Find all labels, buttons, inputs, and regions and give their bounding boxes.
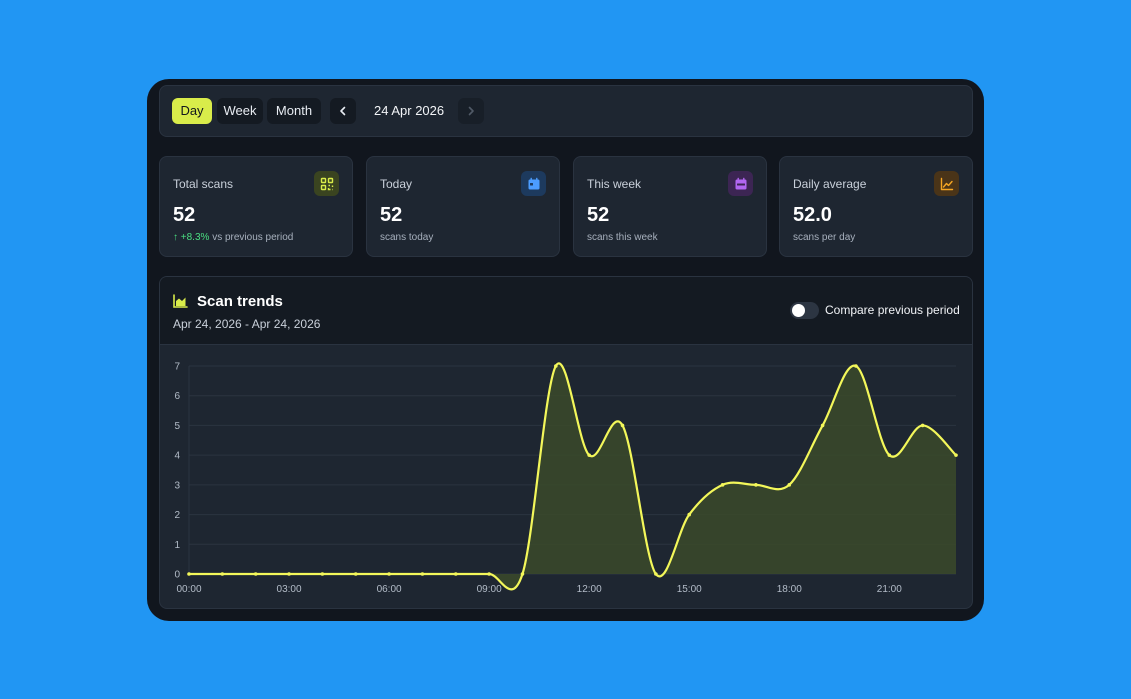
period-toolbar: Day Week Month 24 Apr 2026 (159, 85, 973, 137)
chart-header: Scan trends Apr 24, 2026 - Apr 24, 2026 … (160, 277, 972, 345)
data-point (554, 364, 558, 368)
calendar-icon (521, 171, 546, 196)
area-chart-icon (173, 294, 188, 308)
dashboard-panel: Day Week Month 24 Apr 2026 Total scans 5… (147, 79, 984, 621)
data-point (520, 572, 525, 576)
stat-label: This week (587, 177, 642, 191)
x-tick-label: 18:00 (777, 584, 802, 595)
stat-value: 52.0 (793, 204, 832, 226)
trend-chart-icon (934, 171, 959, 196)
data-point (353, 572, 358, 576)
stat-card-today: Today 52 scans today (366, 156, 560, 257)
x-tick-label: 03:00 (277, 584, 302, 595)
data-point (287, 572, 291, 576)
toggle-knob (792, 304, 805, 317)
previous-period-button[interactable] (330, 98, 356, 124)
scan-trends-card: Scan trends Apr 24, 2026 - Apr 24, 2026 … (159, 276, 973, 609)
arrow-up-icon: ↑ (173, 232, 178, 243)
stat-value: 52 (380, 204, 403, 226)
current-date: 24 Apr 2026 (374, 103, 445, 118)
stat-card-this-week: This week 52 scans this week (573, 156, 767, 257)
stat-change-row: ↑ +8.3% vs previous period (173, 232, 293, 243)
scan-trend-chart: 0 1 2 3 4 5 6 7 00:00 03:00 06:00 09:00 12:00 15:00 18… (174, 362, 958, 595)
data-point (687, 512, 692, 517)
data-point (887, 453, 892, 457)
data-point (387, 572, 391, 576)
stat-sub: scans per day (793, 232, 856, 243)
chart-title: Scan trends (197, 293, 283, 310)
data-point (920, 423, 925, 428)
data-point (954, 453, 958, 457)
stat-value: 52 (587, 204, 610, 226)
chevron-left-icon (340, 106, 346, 116)
x-tick-label: 15:00 (677, 584, 702, 595)
data-point (420, 572, 425, 576)
data-point (220, 572, 225, 576)
data-point (854, 364, 858, 368)
chevron-right-icon (468, 106, 474, 116)
x-tick-label: 06:00 (377, 584, 402, 595)
data-point (720, 483, 725, 487)
data-point (320, 572, 325, 576)
data-point (620, 423, 625, 428)
y-tick-label: 2 (174, 510, 180, 521)
y-tick-label: 4 (174, 451, 180, 462)
data-point (253, 572, 258, 576)
y-tick-label: 3 (174, 480, 180, 491)
stat-sub: scans today (380, 232, 434, 243)
stat-sub: scans this week (587, 232, 658, 243)
x-tick-label: 09:00 (477, 584, 502, 595)
y-tick-label: 6 (174, 391, 180, 402)
y-tick-label: 0 (174, 570, 180, 581)
data-point (820, 423, 825, 428)
stat-card-total-scans: Total scans 52 ↑ +8.3% vs previous perio… (159, 156, 353, 257)
data-point (787, 483, 792, 487)
calendar-week-icon (728, 171, 753, 196)
compare-toggle[interactable] (790, 302, 819, 319)
data-point (487, 572, 491, 576)
data-point (587, 453, 591, 457)
stat-change: +8.3% (180, 232, 210, 243)
stat-sub: vs previous period (212, 232, 294, 243)
x-tick-label: 00:00 (176, 584, 201, 595)
series-area (189, 363, 956, 590)
compare-label: Compare previous period (825, 303, 960, 317)
data-point (654, 572, 658, 576)
y-tick-label: 7 (174, 362, 180, 373)
series-line (188, 362, 957, 591)
tab-month[interactable]: Month (267, 98, 321, 124)
next-period-button[interactable] (458, 98, 484, 124)
qr-code-icon (314, 171, 339, 196)
data-point (187, 572, 191, 576)
x-tick-label: 21:00 (877, 584, 902, 595)
x-tick-label: 12:00 (577, 584, 602, 595)
chart-date-range: Apr 24, 2026 - Apr 24, 2026 (173, 317, 321, 331)
y-tick-label: 1 (174, 540, 180, 551)
tab-day[interactable]: Day (172, 98, 212, 124)
tab-week[interactable]: Week (217, 98, 263, 124)
data-point (453, 572, 458, 576)
stat-card-daily-average: Daily average 52.0 scans per day (779, 156, 973, 257)
stat-label: Daily average (793, 177, 867, 191)
stat-label: Today (380, 177, 413, 191)
stat-value: 52 (173, 204, 196, 226)
data-point (754, 483, 758, 487)
y-tick-label: 5 (174, 421, 180, 432)
stat-label: Total scans (173, 177, 234, 191)
